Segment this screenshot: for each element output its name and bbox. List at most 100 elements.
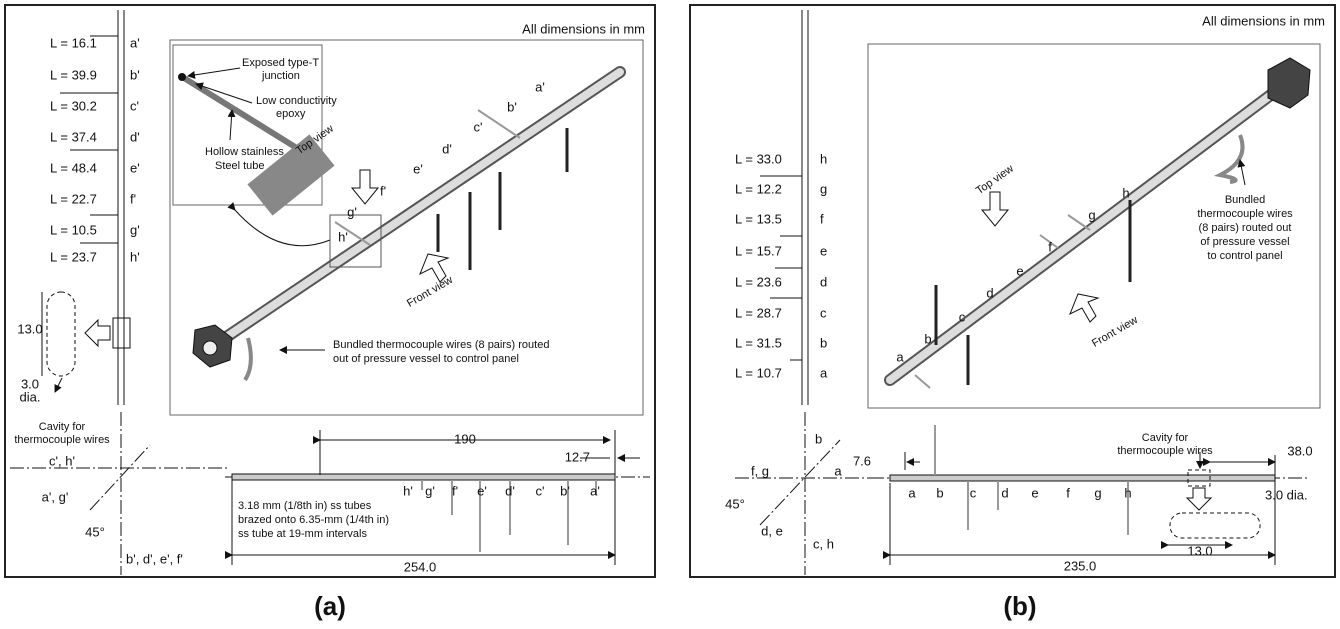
tube-label: h' bbox=[338, 229, 348, 244]
top-view-arrow bbox=[352, 170, 378, 204]
probe-label: d bbox=[820, 274, 827, 289]
dimension: 235.0 bbox=[1064, 558, 1097, 573]
tube-label: b' bbox=[507, 99, 517, 114]
side-label: a' bbox=[590, 483, 600, 498]
callout: Low conductivity bbox=[256, 95, 337, 107]
side-label: e' bbox=[477, 483, 487, 498]
view-label: Front view bbox=[1090, 314, 1140, 350]
probe-label: f' bbox=[130, 191, 136, 206]
side-label: b' bbox=[560, 483, 570, 498]
probe-length: L = 30.2 bbox=[50, 98, 97, 113]
tube-label: c bbox=[959, 309, 966, 324]
probe-length: L = 10.7 bbox=[735, 365, 782, 380]
probe-label: a' bbox=[130, 35, 140, 50]
leader bbox=[55, 378, 62, 392]
panel-frame bbox=[5, 5, 655, 577]
probe-length: L = 39.9 bbox=[50, 67, 97, 82]
caption: (b) bbox=[1003, 591, 1036, 621]
side-label: f bbox=[1066, 485, 1070, 500]
dimension: 13.0 bbox=[1187, 543, 1212, 558]
callout: Hollow stainless bbox=[205, 146, 284, 158]
view-label: Front view bbox=[405, 274, 455, 310]
probe-label: c' bbox=[130, 98, 139, 113]
page: All dimensions in mm (a) L = 16.1 a' L = 39.… bbox=[0, 0, 1340, 629]
probe-label: d' bbox=[130, 129, 140, 144]
probe-label: h bbox=[820, 151, 827, 166]
side-label: f' bbox=[452, 483, 458, 498]
cavity-marker bbox=[113, 318, 130, 348]
probe-label: e' bbox=[130, 160, 140, 175]
nut bbox=[1268, 58, 1310, 108]
probe-length: L = 22.7 bbox=[50, 191, 97, 206]
probe-length: L = 28.7 bbox=[735, 305, 782, 320]
callout: (8 pairs) routed out bbox=[1199, 222, 1292, 234]
cavity-arrow bbox=[85, 320, 110, 346]
dimension: 190 bbox=[454, 431, 476, 446]
callout: out of pressure vessel to control panel bbox=[333, 353, 519, 365]
dimension: 13.0 bbox=[17, 321, 42, 336]
note: All dimensions in mm bbox=[1202, 13, 1325, 28]
probe-length: L = 13.5 bbox=[735, 211, 782, 226]
zoom-arrow bbox=[235, 210, 330, 246]
side-label: a bbox=[908, 485, 916, 500]
angle: 45° bbox=[725, 496, 745, 511]
callout: junction bbox=[261, 70, 300, 82]
probe-length: L = 10.5 bbox=[50, 222, 97, 237]
nut-bore bbox=[203, 341, 217, 355]
cavity-label: Cavity for bbox=[39, 421, 86, 433]
dimension: 12.7 bbox=[565, 449, 590, 464]
probe-length: L = 23.6 bbox=[735, 274, 782, 289]
tube-label: h bbox=[1122, 185, 1129, 200]
probe-length: L = 33.0 bbox=[735, 151, 782, 166]
probe-length: L = 15.7 bbox=[735, 243, 782, 258]
callout: to control panel bbox=[1207, 250, 1282, 262]
probe-label: b' bbox=[130, 67, 140, 82]
end-view-label: f, g bbox=[751, 463, 769, 478]
end-view-label: a bbox=[834, 463, 842, 478]
centerline bbox=[760, 440, 840, 525]
probe-label: c bbox=[820, 305, 827, 320]
note: ss tube at 19-mm intervals bbox=[238, 528, 367, 540]
side-label: g' bbox=[425, 483, 435, 498]
cavity-label: thermocouple wires bbox=[14, 434, 110, 446]
leader bbox=[1240, 160, 1245, 185]
probe-length: L = 16.1 bbox=[50, 35, 97, 50]
cavity-label: thermocouple wires bbox=[1117, 445, 1213, 457]
wires bbox=[245, 338, 251, 380]
front-view-arrow bbox=[1070, 294, 1098, 322]
centerline bbox=[90, 445, 150, 510]
note: All dimensions in mm bbox=[522, 21, 645, 36]
probe-label: g' bbox=[130, 222, 140, 237]
probe-length: L = 31.5 bbox=[735, 335, 782, 350]
end-view-label: b', d', e', f' bbox=[126, 551, 183, 566]
end-view-label: c, h bbox=[813, 536, 834, 551]
end-view-label: b bbox=[815, 431, 822, 446]
dimension: 7.6 bbox=[853, 453, 871, 468]
probe-length: L = 48.4 bbox=[50, 160, 97, 175]
cavity-outline bbox=[1170, 513, 1260, 538]
tube-label: c' bbox=[474, 119, 483, 134]
tube-label: g bbox=[1088, 207, 1095, 222]
side-label: d' bbox=[505, 483, 515, 498]
probe-length: L = 12.2 bbox=[735, 181, 782, 196]
probe-length: L = 37.4 bbox=[50, 129, 97, 144]
side-label: h' bbox=[403, 483, 413, 498]
side-label: e bbox=[1031, 485, 1038, 500]
probe-ticks bbox=[760, 176, 802, 360]
callout: Bundled thermocouple wires (8 pairs) rou… bbox=[333, 339, 549, 351]
probe-label: e bbox=[820, 243, 827, 258]
probe-label: g bbox=[820, 181, 827, 196]
tube-label: a' bbox=[535, 79, 545, 94]
side-label: h bbox=[1124, 485, 1131, 500]
callout: epoxy bbox=[276, 108, 306, 120]
tube-label: g' bbox=[347, 204, 357, 219]
note: 3.18 mm (1/8th in) ss tubes bbox=[238, 500, 372, 512]
caption: (a) bbox=[314, 591, 346, 621]
probe-label: a bbox=[820, 365, 828, 380]
cavity-outline bbox=[47, 292, 75, 376]
dimension: dia. bbox=[20, 389, 41, 404]
callout: of pressure vessel bbox=[1200, 236, 1289, 248]
tube-label: f' bbox=[380, 183, 386, 198]
probe-length: L = 23.7 bbox=[50, 249, 97, 264]
probe-label: f bbox=[820, 211, 824, 226]
